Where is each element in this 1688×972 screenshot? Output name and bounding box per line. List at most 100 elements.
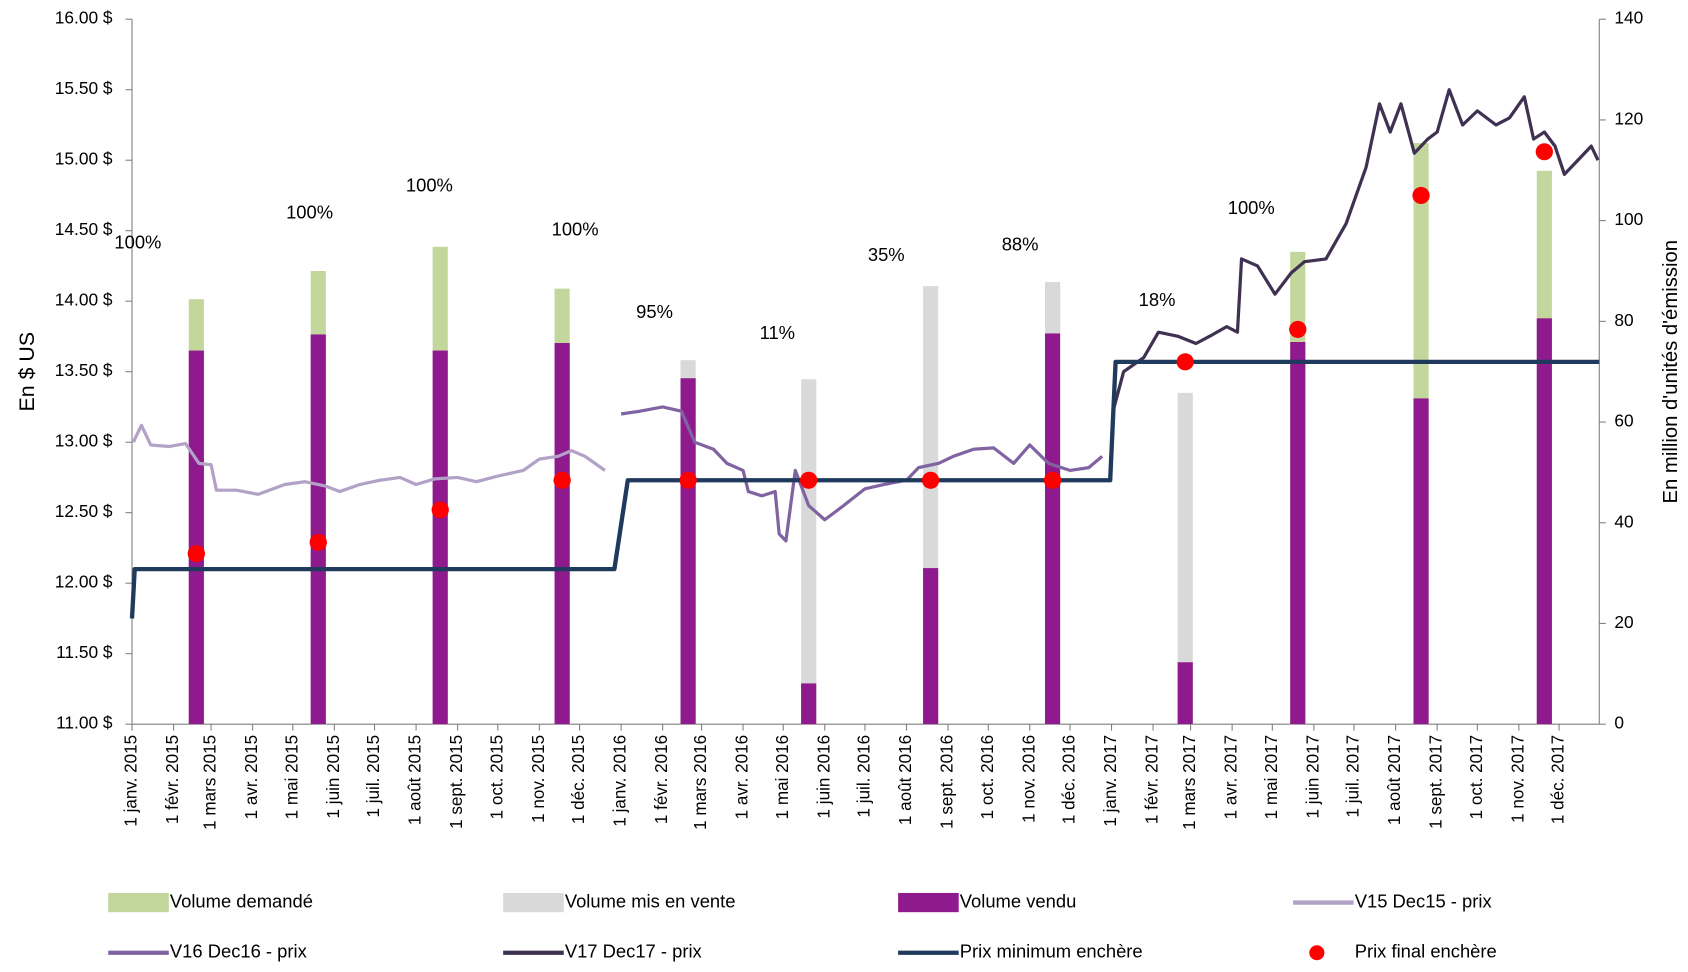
x-tick-label: 1 déc. 2017 [1548,735,1568,824]
final-price-dot [187,545,205,563]
y-tick-label: 11.50 $ [56,642,113,662]
x-tick-label: 1 sept. 2017 [1426,735,1446,829]
y2-tick-label: 80 [1614,310,1633,330]
x-tick-label: 1 avr. 2017 [1221,735,1241,820]
x-tick-label: 1 déc. 2015 [568,735,588,824]
y2-tick-label: 140 [1614,8,1643,28]
y2-tick-label: 100 [1614,209,1643,229]
legend-label: V16 Dec16 - prix [170,941,307,962]
x-tick-label: 1 févr. 2015 [162,735,182,824]
y-tick-label: 12.00 $ [55,572,113,592]
legend-item: Volume vendu [898,890,1077,913]
legend-swatch [898,892,959,913]
legend-label: Volume demandé [170,890,313,911]
x-tick-label: 1 juil. 2016 [853,735,873,818]
x-tick-label: 1 avr. 2016 [732,735,752,820]
final-price-dot [431,501,449,519]
bar [188,350,204,725]
final-price-dot [1289,320,1307,338]
bar [1044,333,1061,725]
x-tick-label: 1 mai 2015 [281,735,301,819]
x-tick-label: 1 févr. 2017 [1142,735,1162,824]
x-tick-label: 1 mai 2016 [772,735,792,819]
legend-item: Prix minimum enchère [898,941,1143,962]
x-tick-label: 1 déc. 2016 [1058,735,1078,824]
legend-label: Volume vendu [960,890,1077,911]
final-price-dot [679,471,697,489]
final-price-dot [553,471,571,489]
legend-label: V17 Dec17 - prix [565,941,702,962]
y-tick-label: 15.00 $ [55,149,113,169]
bar [801,683,817,725]
x-tick-label: 1 juin 2016 [813,735,833,819]
bar [554,343,570,725]
y-axis-title: En $ US [15,332,39,412]
x-tick-label: 1 janv. 2016 [610,735,630,827]
x-tick-label: 1 nov. 2017 [1507,735,1527,823]
x-tick-label: 1 févr. 2016 [651,735,671,824]
price-line [620,405,1104,543]
percent-label: 100% [552,219,599,240]
percent-label: 35% [868,244,905,265]
bar [1290,342,1306,725]
legend-swatch [1309,945,1325,961]
x-tick-label: 1 nov. 2016 [1018,735,1038,823]
y-tick-label: 12.50 $ [55,501,113,521]
bar [1413,398,1429,725]
legend-label: Prix final enchère [1355,941,1497,962]
x-tick-label: 1 mai 2017 [1261,735,1281,819]
percent-label: 100% [114,231,161,252]
y-tick-label: 11.00 $ [56,713,113,733]
legend-item: V17 Dec17 - prix [503,941,702,962]
bar [1536,318,1552,725]
y-tick-label: 15.50 $ [55,78,113,98]
x-tick-label: 1 août 2015 [405,735,425,825]
y-tick-label: 13.00 $ [55,431,113,451]
bar [432,350,448,725]
x-tick-label: 1 mars 2015 [200,735,220,830]
y2-axis-title: En million d'unités d'émission [1660,240,1682,504]
final-price-dot [800,471,818,489]
final-price-dot [921,471,940,489]
legend-item: V16 Dec16 - prix [108,941,307,962]
price-line [131,423,606,496]
y2-tick-label: 0 [1614,713,1624,733]
price-line [129,359,1600,619]
x-tick-label: 1 nov. 2015 [528,735,548,823]
x-tick-label: 1 mars 2016 [690,735,710,830]
x-tick-label: 1 août 2016 [895,735,915,825]
percent-label: 100% [406,175,453,196]
final-price-dot [1043,471,1062,489]
x-tick-label: 1 sept. 2016 [937,735,957,829]
bar [680,378,696,725]
x-tick-label: 1 juil. 2015 [363,735,383,818]
percent-label: 100% [286,202,333,223]
bar [310,334,326,725]
x-tick-label: 1 sept. 2015 [446,735,466,829]
y-tick-label: 16.00 $ [55,8,113,28]
final-price-dot [1412,186,1430,205]
x-tick-label: 1 juin 2017 [1302,735,1322,819]
legend-label: V15 Dec15 - prix [1355,890,1492,911]
x-tick-label: 1 juin 2015 [323,735,343,819]
legend-item: Volume mis en vente [503,890,735,913]
legend-swatch [503,892,564,913]
legend-item: Volume demandé [108,890,313,913]
x-tick-label: 1 janv. 2015 [120,735,140,827]
final-price-dot [1176,353,1194,371]
legend-item: V15 Dec15 - prix [1293,890,1492,911]
bar [801,379,817,725]
y2-tick-label: 20 [1614,612,1633,632]
legend-item: Prix final enchère [1309,941,1497,962]
y2-tick-label: 60 [1614,411,1633,431]
percent-label: 100% [1228,197,1275,218]
bar [1177,662,1193,725]
final-price-dot [1535,143,1553,161]
final-price-dot [309,533,327,551]
x-tick-label: 1 oct. 2015 [486,735,506,820]
legend-label: Prix minimum enchère [960,941,1143,962]
x-tick-label: 1 janv. 2017 [1100,735,1120,827]
x-tick-label: 1 avr. 2015 [241,735,261,820]
y2-tick-label: 120 [1614,109,1643,129]
percent-label: 11% [760,322,795,343]
